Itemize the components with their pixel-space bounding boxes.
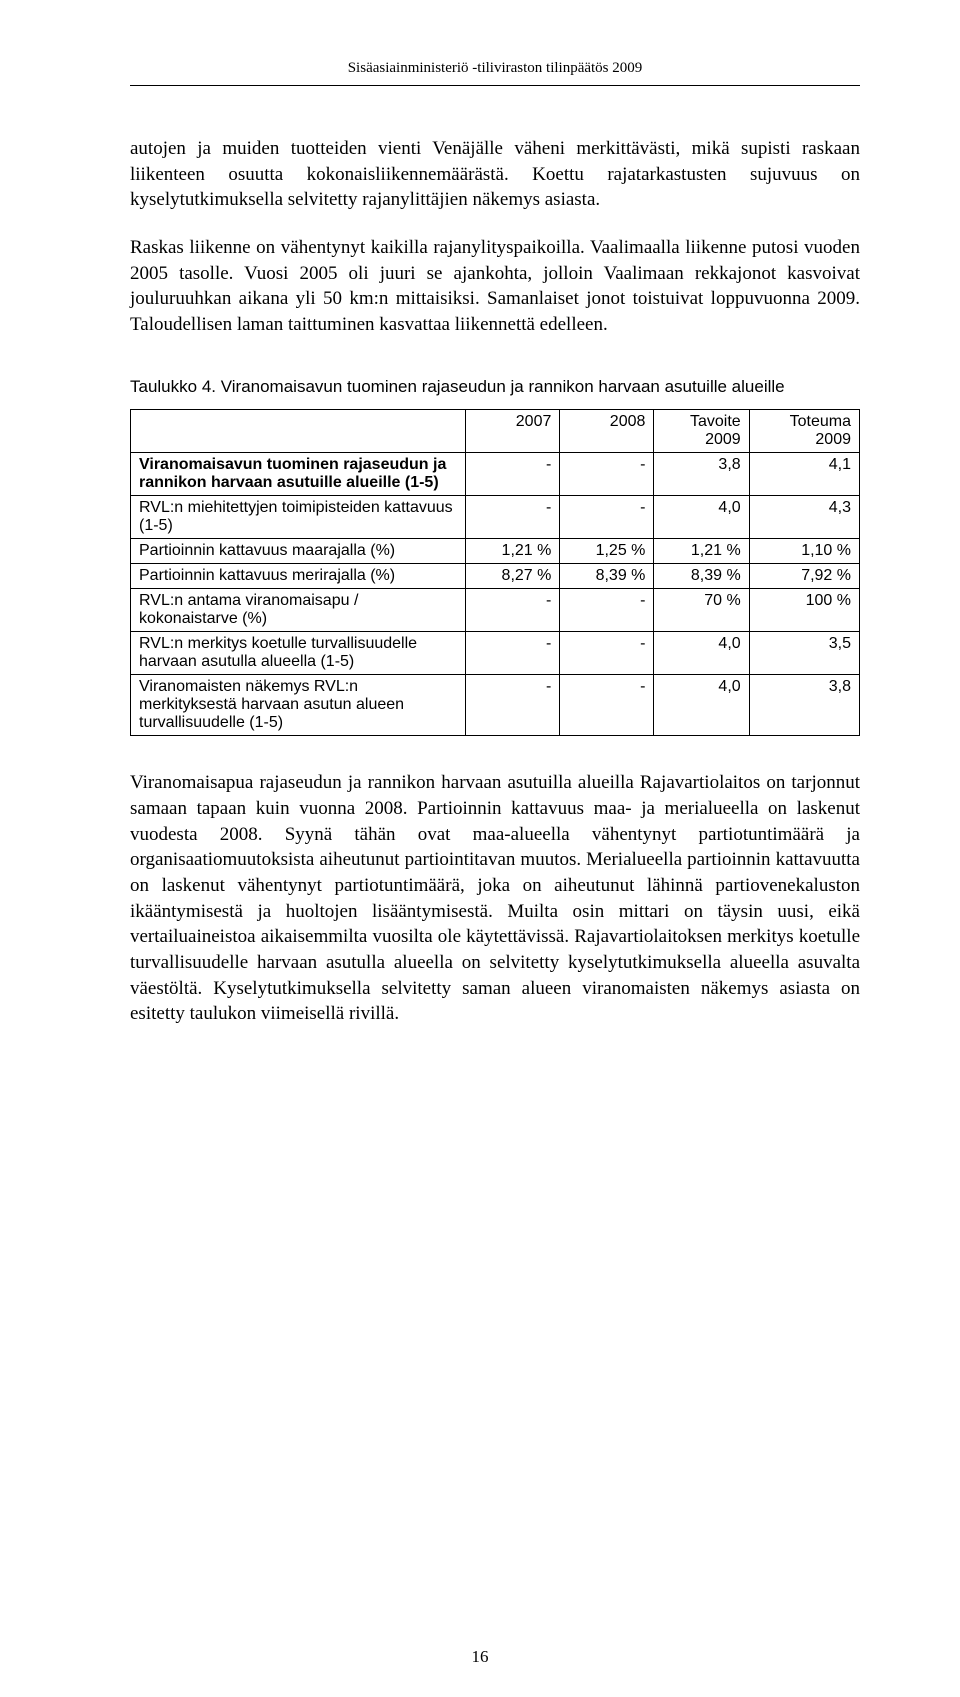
table-row: RVL:n merkitys koetulle turvallisuudelle… bbox=[131, 632, 860, 675]
table-row: Viranomaisten näkemys RVL:n merkityksest… bbox=[131, 675, 860, 736]
table-head: 2007 2008 Tavoite 2009 Toteuma 2009 bbox=[131, 410, 860, 453]
cell: 1,25 % bbox=[560, 539, 654, 564]
row-label: Partioinnin kattavuus maarajalla (%) bbox=[131, 539, 466, 564]
cell: 1,21 % bbox=[654, 539, 749, 564]
cell: - bbox=[560, 632, 654, 675]
row-label: RVL:n antama viranomaisapu / kokonaistar… bbox=[131, 589, 466, 632]
col-tavoite-label: Tavoite bbox=[690, 413, 741, 430]
col-toteuma-year: 2009 bbox=[815, 431, 851, 448]
data-table: 2007 2008 Tavoite 2009 Toteuma 2009 Vira… bbox=[130, 409, 860, 736]
cell: 4,3 bbox=[749, 496, 859, 539]
cell: - bbox=[466, 453, 560, 496]
col-toteuma-label: Toteuma bbox=[790, 413, 851, 430]
table-row: Partioinnin kattavuus maarajalla (%)1,21… bbox=[131, 539, 860, 564]
col-blank bbox=[131, 410, 466, 453]
paragraph-2: Raskas liikenne on vähentynyt kaikilla r… bbox=[130, 235, 860, 338]
row-label: RVL:n merkitys koetulle turvallisuudelle… bbox=[131, 632, 466, 675]
cell: 8,27 % bbox=[466, 564, 560, 589]
cell: 3,8 bbox=[749, 675, 859, 736]
row-label: Viranomaisten näkemys RVL:n merkityksest… bbox=[131, 675, 466, 736]
col-toteuma: Toteuma 2009 bbox=[749, 410, 859, 453]
table-header-row: 2007 2008 Tavoite 2009 Toteuma 2009 bbox=[131, 410, 860, 453]
table-row: RVL:n antama viranomaisapu / kokonaistar… bbox=[131, 589, 860, 632]
cell: - bbox=[466, 496, 560, 539]
cell: - bbox=[560, 453, 654, 496]
cell: 8,39 % bbox=[654, 564, 749, 589]
table-row: Viranomaisavun tuominen rajaseudun ja ra… bbox=[131, 453, 860, 496]
cell: 8,39 % bbox=[560, 564, 654, 589]
table-body: Viranomaisavun tuominen rajaseudun ja ra… bbox=[131, 453, 860, 736]
table-row: Partioinnin kattavuus merirajalla (%)8,2… bbox=[131, 564, 860, 589]
row-label: RVL:n miehitettyjen toimipisteiden katta… bbox=[131, 496, 466, 539]
cell: - bbox=[560, 675, 654, 736]
col-2008: 2008 bbox=[560, 410, 654, 453]
row-label: Partioinnin kattavuus merirajalla (%) bbox=[131, 564, 466, 589]
paragraph-3: Viranomaisapua rajaseudun ja rannikon ha… bbox=[130, 770, 860, 1026]
page-number: 16 bbox=[0, 1647, 960, 1667]
cell: 1,21 % bbox=[466, 539, 560, 564]
cell: - bbox=[466, 675, 560, 736]
running-header: Sisäasiainministeriö -tiliviraston tilin… bbox=[130, 60, 860, 77]
col-tavoite-year: 2009 bbox=[705, 431, 741, 448]
row-label: Viranomaisavun tuominen rajaseudun ja ra… bbox=[131, 453, 466, 496]
col-tavoite: Tavoite 2009 bbox=[654, 410, 749, 453]
cell: - bbox=[466, 632, 560, 675]
header-rule bbox=[130, 85, 860, 86]
cell: 4,0 bbox=[654, 632, 749, 675]
cell: 1,10 % bbox=[749, 539, 859, 564]
col-2007: 2007 bbox=[466, 410, 560, 453]
cell: 3,8 bbox=[654, 453, 749, 496]
cell: 3,5 bbox=[749, 632, 859, 675]
cell: - bbox=[466, 589, 560, 632]
paragraph-1: autojen ja muiden tuotteiden vienti Venä… bbox=[130, 136, 860, 213]
cell: 4,1 bbox=[749, 453, 859, 496]
cell: - bbox=[560, 589, 654, 632]
cell: 70 % bbox=[654, 589, 749, 632]
cell: 4,0 bbox=[654, 675, 749, 736]
cell: 7,92 % bbox=[749, 564, 859, 589]
cell: - bbox=[560, 496, 654, 539]
page: Sisäasiainministeriö -tiliviraston tilin… bbox=[0, 0, 960, 1697]
cell: 4,0 bbox=[654, 496, 749, 539]
cell: 100 % bbox=[749, 589, 859, 632]
table-caption: Taulukko 4. Viranomaisavun tuominen raja… bbox=[130, 377, 860, 397]
table-row: RVL:n miehitettyjen toimipisteiden katta… bbox=[131, 496, 860, 539]
